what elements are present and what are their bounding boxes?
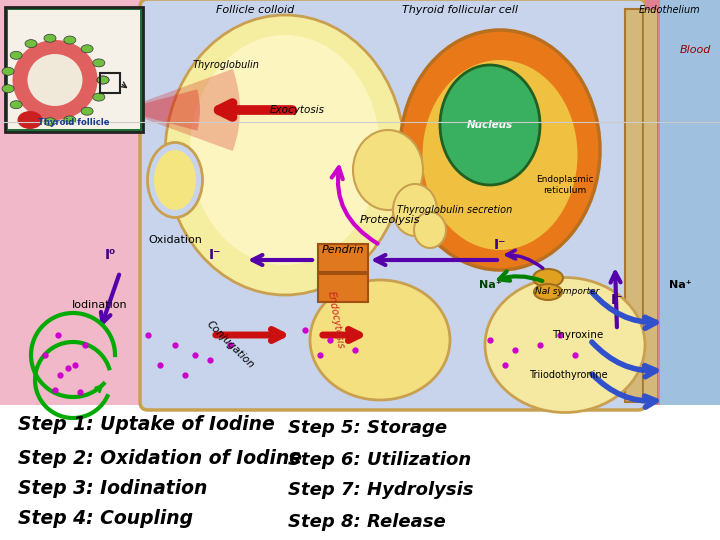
Ellipse shape <box>81 45 93 53</box>
Text: Thyroid follicle: Thyroid follicle <box>38 118 109 127</box>
Ellipse shape <box>533 269 563 287</box>
Text: Oxidation: Oxidation <box>148 235 202 245</box>
Ellipse shape <box>10 51 22 59</box>
Ellipse shape <box>93 59 105 67</box>
Text: Endoplasmic
reticulum: Endoplasmic reticulum <box>536 176 594 195</box>
Ellipse shape <box>423 60 577 250</box>
Ellipse shape <box>44 118 56 126</box>
Ellipse shape <box>440 65 540 185</box>
Text: Step 6: Utilization: Step 6: Utilization <box>288 451 472 469</box>
Text: Iodination: Iodination <box>72 300 128 310</box>
Text: Thyroxine: Thyroxine <box>552 330 603 340</box>
Ellipse shape <box>534 284 562 300</box>
Ellipse shape <box>393 184 437 236</box>
Ellipse shape <box>414 212 446 248</box>
Ellipse shape <box>485 278 645 413</box>
Text: Endocytosis: Endocytosis <box>326 291 346 350</box>
Ellipse shape <box>353 130 423 210</box>
Ellipse shape <box>17 111 42 129</box>
Text: NaI symporter: NaI symporter <box>535 287 599 296</box>
Text: I⁰: I⁰ <box>104 248 116 262</box>
Bar <box>0 405 720 540</box>
Text: Thyroglobulin: Thyroglobulin <box>193 60 260 70</box>
Ellipse shape <box>97 76 109 84</box>
Text: Blood: Blood <box>679 45 711 55</box>
Text: Follicle colloid: Follicle colloid <box>216 5 294 15</box>
Ellipse shape <box>27 54 83 106</box>
Ellipse shape <box>12 40 97 120</box>
Ellipse shape <box>97 76 109 84</box>
Text: Thyroid follicular cell: Thyroid follicular cell <box>402 5 518 15</box>
Wedge shape <box>120 89 200 131</box>
Text: Thyroglobulin secretion: Thyroglobulin secretion <box>397 205 513 215</box>
Text: Pendrin: Pendrin <box>322 245 364 255</box>
Text: I⁻: I⁻ <box>494 238 506 252</box>
Ellipse shape <box>190 35 380 265</box>
Text: Endothelium: Endothelium <box>639 5 701 15</box>
Ellipse shape <box>93 93 105 101</box>
Bar <box>660 0 720 405</box>
Bar <box>625 9 643 402</box>
Ellipse shape <box>154 150 196 210</box>
FancyBboxPatch shape <box>8 10 140 129</box>
Text: Conjugation: Conjugation <box>204 319 256 371</box>
Text: Step 4: Coupling: Step 4: Coupling <box>18 509 193 528</box>
Ellipse shape <box>81 107 93 115</box>
Ellipse shape <box>25 112 37 120</box>
Wedge shape <box>120 69 240 151</box>
Ellipse shape <box>165 15 405 295</box>
Text: I⁻: I⁻ <box>209 248 221 262</box>
Ellipse shape <box>25 39 37 48</box>
Bar <box>0 0 720 405</box>
FancyBboxPatch shape <box>5 7 143 132</box>
Bar <box>645 0 720 405</box>
Ellipse shape <box>148 143 202 218</box>
Text: Step 3: Iodination: Step 3: Iodination <box>18 478 207 497</box>
Ellipse shape <box>2 85 14 93</box>
Ellipse shape <box>64 116 76 124</box>
Ellipse shape <box>400 30 600 270</box>
Text: I⁻: I⁻ <box>611 293 624 307</box>
Text: Triiodothyronine: Triiodothyronine <box>528 370 607 380</box>
Bar <box>643 9 657 402</box>
Text: Na⁺: Na⁺ <box>669 280 691 290</box>
Text: Exocytosis: Exocytosis <box>270 105 325 115</box>
Ellipse shape <box>2 68 14 75</box>
Text: Step 8: Release: Step 8: Release <box>288 513 446 531</box>
Text: Step 2: Oxidation of Iodine: Step 2: Oxidation of Iodine <box>18 449 302 468</box>
Ellipse shape <box>64 36 76 44</box>
Bar <box>318 244 368 272</box>
Ellipse shape <box>310 280 450 400</box>
Text: Step 5: Storage: Step 5: Storage <box>288 419 447 437</box>
Bar <box>100 73 120 93</box>
Ellipse shape <box>10 100 22 109</box>
Text: Na⁺: Na⁺ <box>479 280 501 290</box>
Text: Proteolysis: Proteolysis <box>360 215 420 225</box>
FancyBboxPatch shape <box>140 0 646 410</box>
Text: Step 7: Hydrolysis: Step 7: Hydrolysis <box>288 481 474 499</box>
Text: Step 1: Uptake of Iodine: Step 1: Uptake of Iodine <box>18 415 275 435</box>
Text: Nucleus: Nucleus <box>467 120 513 130</box>
Bar <box>318 274 368 302</box>
Ellipse shape <box>44 34 56 42</box>
